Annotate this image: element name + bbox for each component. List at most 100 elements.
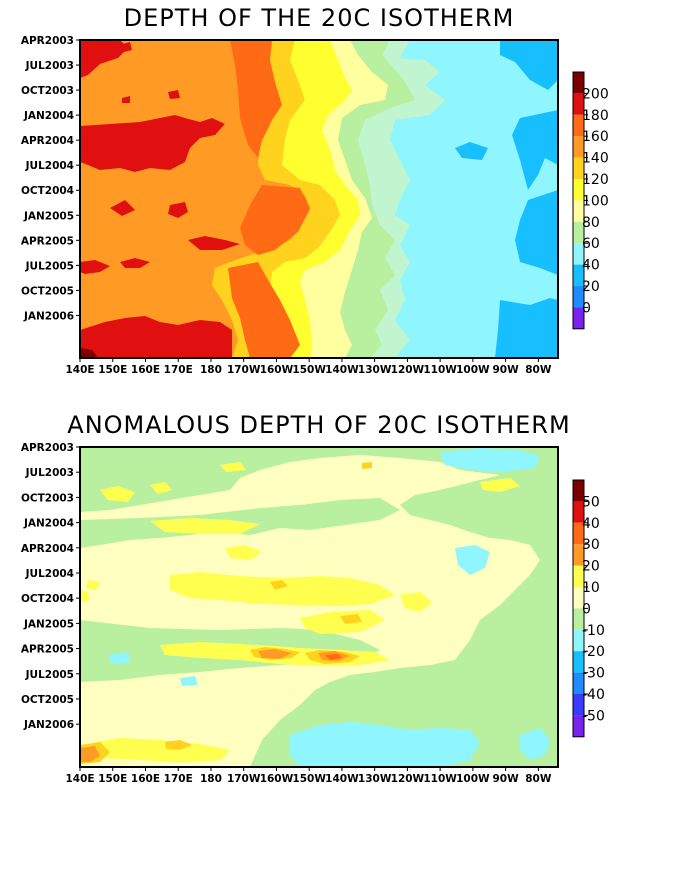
x-tick-label: 140W <box>325 364 359 376</box>
cbar-label: 180 <box>582 108 609 124</box>
cbar-label: 200 <box>582 86 609 102</box>
cbar-label: 60 <box>582 236 600 252</box>
cbar-label: 20 <box>582 559 600 575</box>
depth-band-180-200 <box>228 40 310 358</box>
x-tick-label: 130W <box>358 364 392 376</box>
cbar-label: 160 <box>582 129 609 145</box>
y-tick-label: JAN2004 <box>23 110 74 122</box>
cbar-bottom-swatch <box>573 480 584 502</box>
y-tick-label: APR2004 <box>21 543 74 555</box>
x-tick-label: 150E <box>98 364 127 376</box>
y-axis-top: APR2003 JUL2003 OCT2003 JAN2004 APR2004 JUL20… <box>21 35 80 322</box>
y-tick-label: OCT2004 <box>21 185 74 197</box>
cbar-label: 40 <box>582 516 600 532</box>
x-tick-label: 180 <box>200 773 222 785</box>
plot-frame-bottom <box>79 446 559 768</box>
x-tick-label: 110W <box>423 364 457 376</box>
colorbar-bottom-labels: 50 40 30 20 10 0 -10 -20 -30 -40 -50 <box>582 494 605 724</box>
cbar-label: 40 <box>582 258 600 274</box>
x-tick-label: 180 <box>200 364 222 376</box>
y-tick-label: JUL2003 <box>25 60 74 72</box>
cbar-top-swatch <box>573 179 584 201</box>
depth-field <box>80 40 558 358</box>
y-tick-label: JAN2006 <box>23 719 74 731</box>
y-tick-label: JAN2005 <box>23 618 74 630</box>
x-tick-label: 90W <box>493 364 520 376</box>
x-tick-label: 100W <box>456 364 490 376</box>
y-tick-label: JAN2004 <box>23 518 74 530</box>
cbar-top-swatch <box>573 221 584 244</box>
cbar-top-swatch <box>573 307 584 329</box>
cbar-label: -10 <box>582 623 605 639</box>
cbar-top-swatch <box>573 157 584 179</box>
cbar-label: -20 <box>582 644 605 660</box>
y-tick-label: OCT2003 <box>21 85 74 97</box>
chart-title-depth: DEPTH OF THE 20C ISOTHERM <box>124 4 515 32</box>
x-tick-label: 170W <box>227 773 261 785</box>
x-tick-label: 80W <box>525 364 552 376</box>
cbar-top-swatch <box>573 136 584 158</box>
cbar-bottom-swatch <box>573 608 584 630</box>
cbar-top-swatch <box>573 114 584 137</box>
x-tick-label: 90W <box>493 773 520 785</box>
plot-frame-top <box>79 39 559 359</box>
depth-band-200-plus <box>80 40 240 358</box>
colorbar-bottom: 50 40 30 20 10 0 -10 -20 -30 -40 -50 <box>572 479 605 738</box>
y-tick-label: OCT2005 <box>21 694 74 706</box>
cbar-bottom-swatch <box>573 694 584 716</box>
y-tick-label: JUL2005 <box>25 669 74 681</box>
y-tick-label: JAN2006 <box>23 310 74 322</box>
cbar-label: 100 <box>582 193 609 209</box>
cbar-bottom-swatch <box>573 715 584 737</box>
x-tick-label: 150E <box>98 773 127 785</box>
cbar-bottom-swatch <box>573 565 584 587</box>
cbar-label: 50 <box>582 494 600 510</box>
anom-band-10-20 <box>80 462 520 762</box>
x-tick-label: 160W <box>260 773 294 785</box>
y-tick-label: APR2003 <box>21 442 74 454</box>
y-tick-label: JUL2004 <box>25 568 74 580</box>
cbar-label: 120 <box>582 172 609 188</box>
cbar-bottom-swatch <box>573 522 584 545</box>
cbar-bottom-swatch <box>573 587 584 609</box>
x-tick-label: 170E <box>164 773 193 785</box>
cbar-top-swatch <box>573 72 584 94</box>
cbar-label: 140 <box>582 151 609 167</box>
cbar-top-swatch <box>573 286 584 308</box>
y-tick-label: JUL2005 <box>25 260 74 272</box>
y-tick-label: JUL2003 <box>25 467 74 479</box>
x-tick-label: 140E <box>65 364 94 376</box>
cbar-label: 0 <box>582 300 591 316</box>
y-axis-bottom: APR2003 JUL2003 OCT2003 JAN2004 APR2004 JUL20… <box>21 442 80 731</box>
y-tick-label: OCT2005 <box>21 285 74 297</box>
x-tick-label: 170W <box>227 364 261 376</box>
x-tick-label: 80W <box>525 773 552 785</box>
cbar-top-swatch <box>573 264 584 286</box>
x-tick-label: 130W <box>358 773 392 785</box>
x-tick-label: 140W <box>325 773 359 785</box>
cbar-label: 30 <box>582 537 600 553</box>
y-tick-label: APR2003 <box>21 35 74 47</box>
chart-title-anomaly: ANOMALOUS DEPTH OF 20C ISOTHERM <box>67 411 570 439</box>
cbar-label: 20 <box>582 279 600 295</box>
depth-band-top <box>80 348 98 358</box>
x-tick-label: 140E <box>65 773 94 785</box>
cbar-top-swatch <box>573 200 584 222</box>
x-tick-label: 160W <box>260 364 294 376</box>
cbar-label: 0 <box>582 601 591 617</box>
cbar-label: 80 <box>582 215 600 231</box>
cbar-label: 10 <box>582 580 600 596</box>
depth-band-20-40 <box>455 40 558 358</box>
cbar-label: -40 <box>582 687 605 703</box>
anomaly-field <box>80 447 558 767</box>
cbar-bottom-swatch <box>573 672 584 694</box>
anom-band-40-50 <box>325 654 342 660</box>
cbar-label: -30 <box>582 666 605 682</box>
y-tick-label: JUL2004 <box>25 160 74 172</box>
x-tick-label: 100W <box>456 773 490 785</box>
chart-anomalous-depth: ANOMALOUS DEPTH OF 20C ISOTHERM APR2003 J… <box>21 411 605 785</box>
cbar-bottom-swatch <box>573 544 584 566</box>
